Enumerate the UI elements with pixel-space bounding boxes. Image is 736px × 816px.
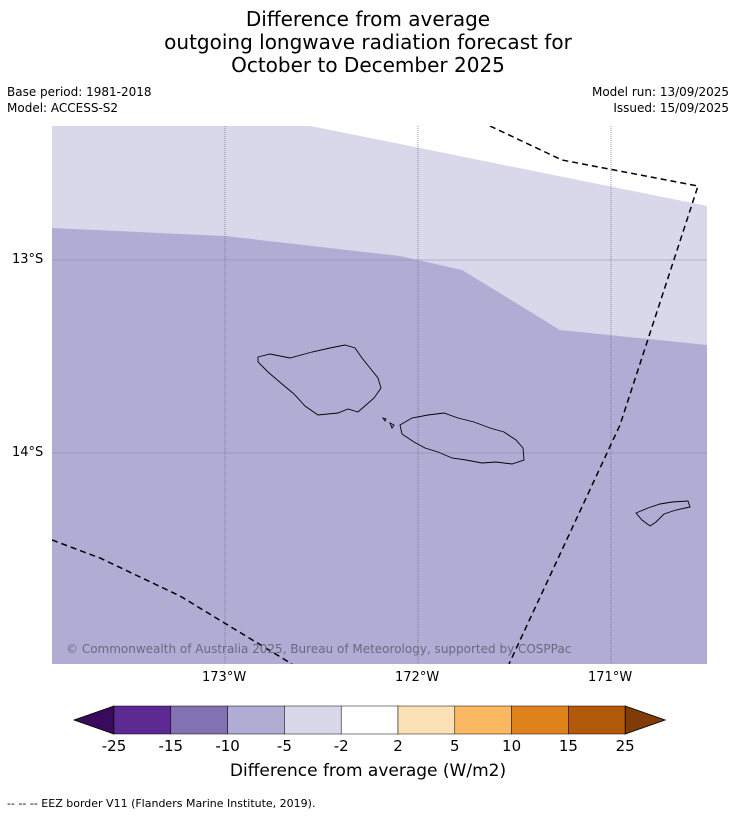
colorbar-tick-label: -25	[101, 737, 127, 755]
eez-border-north	[489, 126, 699, 664]
eez-border-southwest	[52, 539, 293, 664]
no-data-region	[310, 126, 707, 206]
lon-label-172w: 172°W	[395, 670, 440, 685]
colorbar-tick-label: -10	[215, 737, 240, 755]
colorbar-extend-high	[624, 705, 667, 735]
chart-title: Difference from average outgoing longwav…	[0, 8, 736, 77]
colorbar-segment	[284, 705, 342, 735]
title-line-2: outgoing longwave radiation forecast for	[164, 30, 572, 54]
meta-left: Base period: 1981-2018 Model: ACCESS-S2	[7, 84, 152, 116]
colorbar	[72, 705, 667, 735]
colorbar-extend-low	[72, 705, 115, 735]
lon-label-173w: 173°W	[202, 670, 247, 685]
colorbar-tick-label: 10	[502, 737, 522, 755]
colorbar-tick-label: -15	[158, 737, 184, 755]
colorbar-tick-label: -5	[276, 737, 292, 755]
colorbar-tick-label: -2	[333, 737, 349, 755]
colorbar-segment	[397, 705, 456, 735]
model-run: Model run: 13/09/2025	[591, 85, 729, 99]
model-name: Model: ACCESS-S2	[7, 101, 119, 115]
copyright-text: © Commonwealth of Australia 2025, Bureau…	[66, 642, 572, 656]
colorbar-title: Difference from average (W/m2)	[229, 761, 507, 781]
colorbar-tick-label: 25	[615, 737, 635, 755]
island-savaii	[257, 344, 382, 416]
colorbar-segment	[568, 705, 626, 735]
title-line-3: October to December 2025	[231, 53, 505, 77]
colorbar-tick-label: 15	[558, 737, 578, 755]
eez-legend-note: -- -- -- EEZ border V11 (Flanders Marine…	[7, 797, 316, 810]
lat-label-13s: 13°S	[12, 252, 44, 267]
colorbar-segment	[227, 705, 285, 735]
colorbar-segment	[511, 705, 569, 735]
colorbar-segment	[113, 705, 172, 735]
colorbar-tick-label: 5	[450, 737, 460, 755]
title-line-1: Difference from average	[245, 7, 491, 31]
colorbar-tick-label: 2	[393, 737, 403, 755]
colorbar-segment	[340, 705, 399, 735]
lat-label-14s: 14°S	[12, 445, 44, 460]
meta-right: Model run: 13/09/2025 Issued: 15/09/2025	[592, 84, 729, 116]
island-tutuila	[635, 500, 691, 527]
colorbar-segment	[170, 705, 228, 735]
island-small-1	[381, 417, 387, 422]
island-small-2	[389, 422, 395, 429]
gridlines	[52, 126, 707, 664]
issued-date: Issued: 15/09/2025	[613, 101, 729, 115]
lon-label-171w: 171°W	[588, 670, 633, 685]
light-anomaly-region	[52, 126, 707, 345]
island-upolu	[399, 412, 525, 465]
base-period: Base period: 1981-2018	[7, 85, 152, 99]
eez-border	[52, 126, 699, 664]
islands	[257, 344, 691, 527]
colorbar-segment	[454, 705, 512, 735]
map-area	[52, 126, 707, 664]
